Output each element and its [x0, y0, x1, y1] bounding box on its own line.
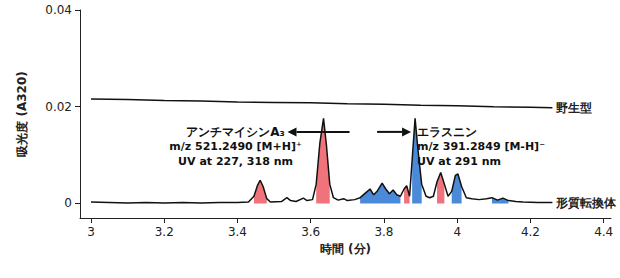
svg-text:3.6: 3.6 — [301, 225, 320, 239]
svg-text:UV at 291 nm: UV at 291 nm — [417, 155, 501, 168]
svg-text:4.4: 4.4 — [594, 225, 613, 239]
svg-text:0.02: 0.02 — [45, 100, 72, 114]
svg-text:アンチマイシンA₃: アンチマイシンA₃ — [186, 125, 285, 139]
svg-text:3.8: 3.8 — [374, 225, 393, 239]
svg-text:3.4: 3.4 — [228, 225, 247, 239]
svg-text:時間 (分): 時間 (分) — [320, 242, 371, 256]
svg-text:形質転換体: 形質転換体 — [555, 196, 617, 210]
svg-text:m/z 521.2490 [M+H]⁺: m/z 521.2490 [M+H]⁺ — [169, 140, 302, 153]
svg-text:m/z 391.2849 [M-H]⁻: m/z 391.2849 [M-H]⁻ — [417, 140, 545, 153]
svg-text:0: 0 — [64, 196, 72, 210]
svg-text:エラスニン: エラスニン — [417, 125, 477, 139]
svg-text:吸光度 (A320): 吸光度 (A320) — [15, 71, 29, 156]
svg-text:0.04: 0.04 — [45, 3, 72, 17]
svg-text:4: 4 — [453, 225, 461, 239]
svg-text:UV at 227, 318 nm: UV at 227, 318 nm — [178, 155, 293, 168]
svg-text:3.2: 3.2 — [155, 225, 174, 239]
svg-text:4.2: 4.2 — [521, 225, 540, 239]
svg-text:3: 3 — [87, 225, 95, 239]
svg-text:野生型: 野生型 — [556, 101, 592, 115]
